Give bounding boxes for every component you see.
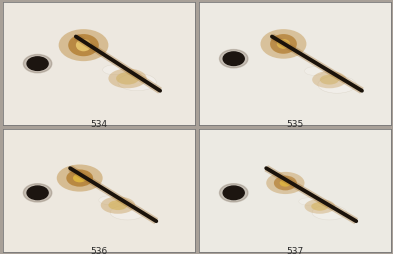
Ellipse shape: [103, 65, 126, 75]
Ellipse shape: [305, 199, 335, 214]
Ellipse shape: [277, 39, 290, 49]
Ellipse shape: [76, 39, 91, 51]
Ellipse shape: [274, 176, 297, 190]
Ellipse shape: [280, 179, 291, 187]
Ellipse shape: [312, 205, 347, 220]
Ellipse shape: [101, 197, 135, 214]
Ellipse shape: [118, 73, 156, 91]
Text: 536: 536: [90, 247, 107, 254]
Ellipse shape: [305, 67, 324, 75]
Ellipse shape: [311, 202, 329, 211]
Ellipse shape: [299, 198, 318, 205]
Text: 535: 535: [286, 120, 303, 129]
Ellipse shape: [270, 34, 297, 54]
Ellipse shape: [68, 34, 99, 56]
Ellipse shape: [266, 172, 305, 194]
Circle shape: [27, 57, 48, 70]
Ellipse shape: [320, 75, 339, 85]
Ellipse shape: [108, 69, 147, 88]
Ellipse shape: [73, 174, 86, 182]
Circle shape: [220, 50, 248, 68]
Circle shape: [24, 184, 52, 202]
Ellipse shape: [59, 29, 108, 61]
Ellipse shape: [261, 29, 307, 59]
Circle shape: [27, 186, 48, 200]
Circle shape: [223, 52, 244, 66]
Ellipse shape: [66, 169, 93, 187]
Ellipse shape: [318, 76, 356, 93]
Ellipse shape: [110, 205, 145, 220]
Ellipse shape: [312, 71, 347, 88]
Ellipse shape: [108, 200, 128, 210]
Circle shape: [24, 54, 52, 73]
Circle shape: [220, 184, 248, 202]
Ellipse shape: [116, 72, 139, 85]
Ellipse shape: [57, 165, 103, 192]
Circle shape: [223, 186, 244, 200]
Ellipse shape: [99, 196, 118, 204]
Text: 537: 537: [286, 247, 303, 254]
Text: 534: 534: [90, 120, 107, 129]
